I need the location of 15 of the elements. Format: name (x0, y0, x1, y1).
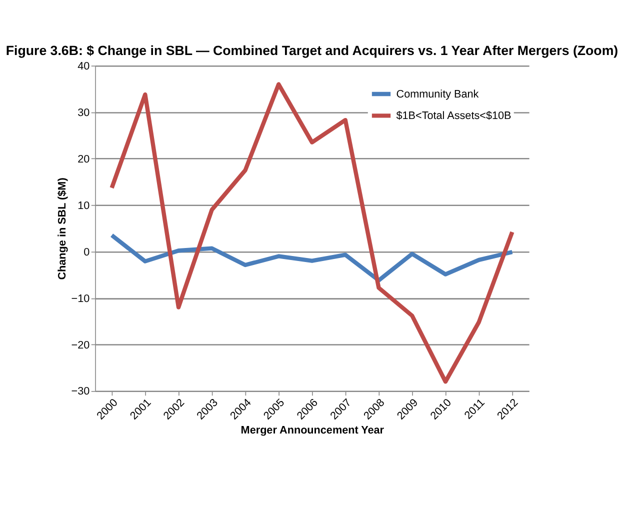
legend-label: Community Bank (396, 88, 480, 100)
y-tick-label: 20 (78, 153, 90, 166)
y-tick-label: 40 (78, 60, 90, 72)
y-tick-label: 30 (78, 106, 90, 119)
y-tick-label: 10 (78, 200, 90, 212)
legend-label: $1B<Total Assets<$10B (396, 110, 512, 122)
y-axis-title: Change in SBL ($M) (56, 177, 68, 280)
y-tick-label: −30 (71, 386, 90, 398)
y-tick-label: −20 (71, 339, 90, 352)
line-series (110, 233, 514, 282)
line-series (110, 82, 514, 384)
y-tick-label: −10 (71, 292, 90, 305)
y-tick-label: 0 (84, 246, 90, 258)
x-axis-title: Merger Announcement Year (240, 424, 385, 437)
chart-title: Figure 3.6B: $ Change in SBL — Combined Target and Acquirers vs. 1 Year After Mergers (Zoom) (6, 42, 618, 58)
